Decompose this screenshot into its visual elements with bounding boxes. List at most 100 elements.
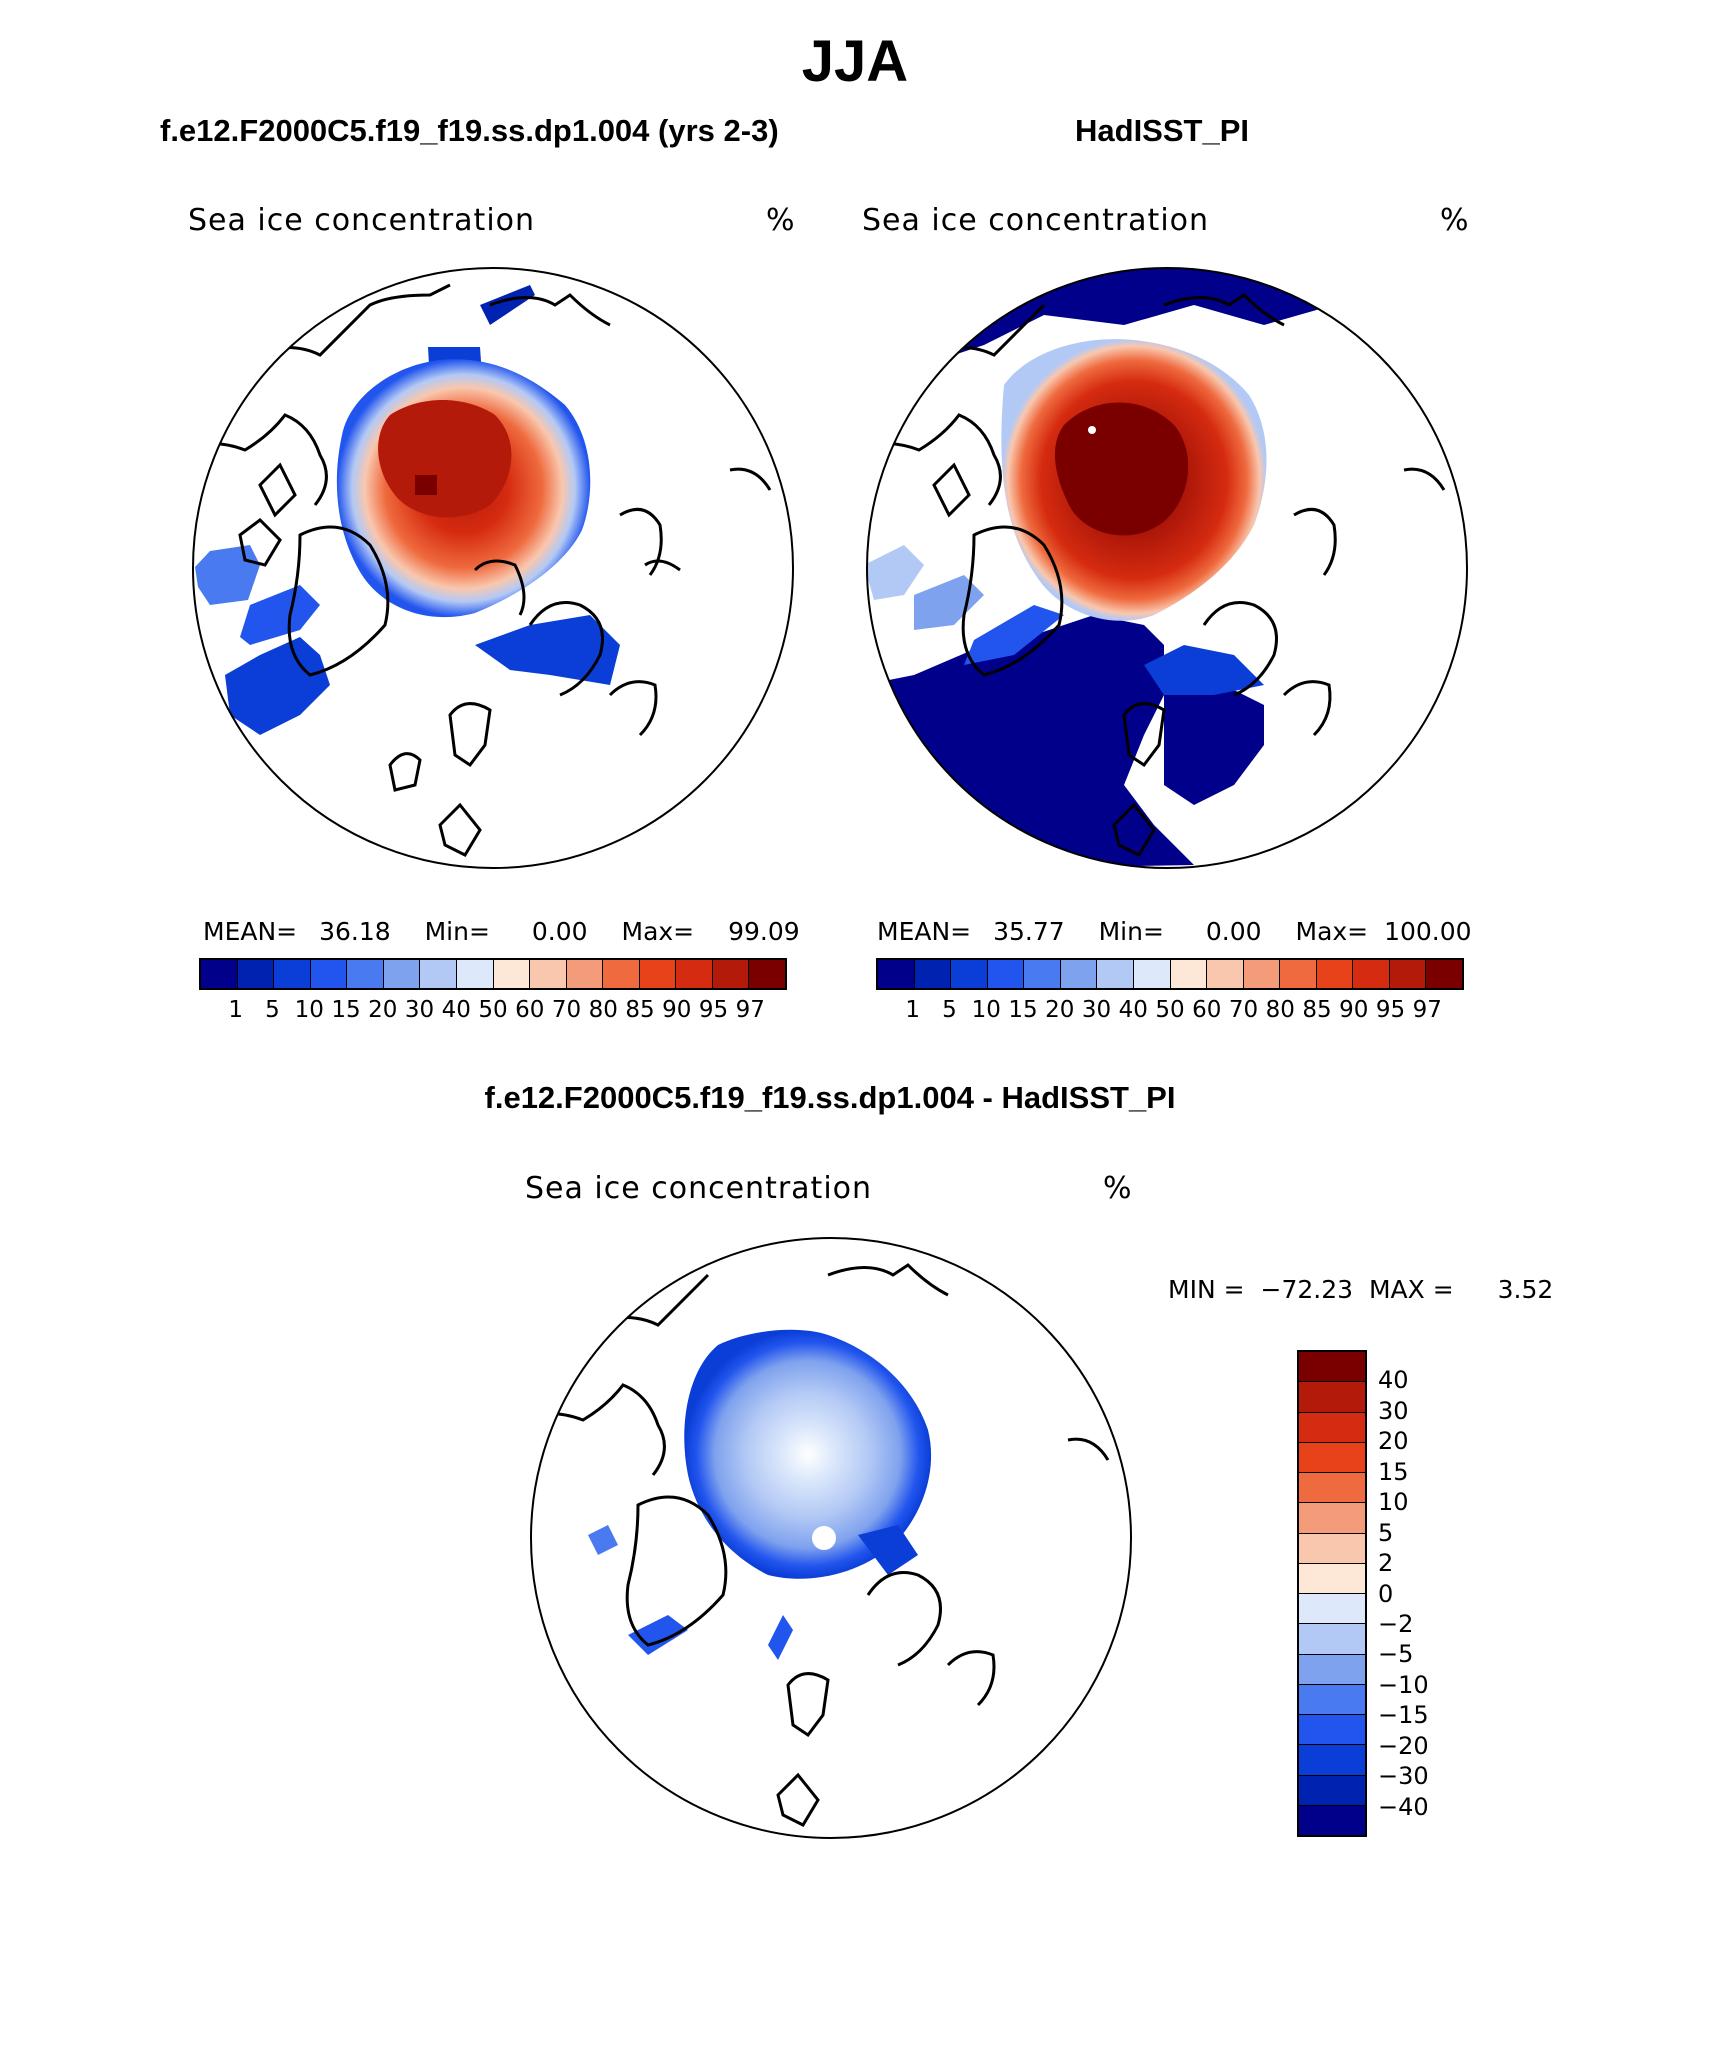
colorbar-tick-label: 80	[1265, 997, 1295, 1023]
colorbar-tick-label: −10	[1378, 1670, 1429, 1699]
panel-3-deficit-region	[684, 1329, 932, 1579]
colorbar-tick-label: 15	[331, 997, 361, 1023]
colorbar-tick-label: 80	[588, 997, 618, 1023]
colorbar-tick-label: 50	[1155, 997, 1185, 1023]
panel-2-colorbar-labels: 1 5 10 15 20 30 40 50 60 70 80 85 90 95 97	[876, 997, 1464, 1027]
colorbar-tick-label: 2	[1378, 1549, 1394, 1578]
colorbar-tick-label: 85	[625, 997, 655, 1023]
colorbar-tick-label: 20	[368, 997, 398, 1023]
panel-1-mean-value: 36.18	[319, 917, 391, 946]
panel-1-stats: MEAN= 36.18 Min= 0.00 Max= 99.09	[203, 917, 800, 946]
colorbar-swatch	[1170, 960, 1208, 988]
colorbar-swatch	[987, 960, 1025, 988]
colorbar-swatch	[914, 960, 952, 988]
colorbar-swatch	[1299, 1473, 1365, 1504]
panel-2-mean-label: MEAN=	[877, 917, 972, 946]
colorbar-tick-label: 60	[515, 997, 545, 1023]
colorbar-swatch	[566, 960, 604, 988]
panel-3-colorbar	[1297, 1350, 1367, 1837]
colorbar-tick-label: 95	[1375, 997, 1406, 1023]
colorbar-tick-label: 10	[294, 997, 324, 1023]
colorbar-swatch	[1299, 1654, 1365, 1685]
figure-title: JJA	[801, 29, 909, 94]
colorbar-swatch	[639, 960, 677, 988]
panel-1-title: f.e12.F2000C5.f19_f19.ss.dp1.004 (yrs 2-…	[160, 113, 779, 148]
colorbar-swatch	[1299, 1624, 1365, 1655]
panel-2-stats: MEAN= 35.77 Min= 0.00 Max= 100.00	[877, 917, 1472, 946]
colorbar-tick-label: 90	[1339, 997, 1369, 1023]
colorbar-tick-label: 60	[1192, 997, 1222, 1023]
colorbar-swatch	[603, 960, 640, 988]
colorbar-tick-label: 40	[441, 997, 471, 1023]
panel-3-title: f.e12.F2000C5.f19_f19.ss.dp1.004 - HadIS…	[484, 1080, 1176, 1115]
panel-3-max-value: 3.52	[1497, 1275, 1554, 1304]
colorbar-swatch	[951, 960, 988, 988]
colorbar-tick-label: −2	[1378, 1609, 1414, 1638]
colorbar-swatch	[1299, 1563, 1365, 1594]
colorbar-tick-label: 85	[1302, 997, 1332, 1023]
colorbar-tick-label: 30	[1081, 997, 1112, 1023]
colorbar-swatch	[1299, 1442, 1365, 1473]
colorbar-swatch	[1243, 960, 1281, 988]
panel-2-max-label: Max=	[1295, 917, 1369, 946]
colorbar-tick-label: 20	[1378, 1427, 1409, 1456]
panel-2-units: %	[1440, 203, 1470, 238]
panel-2-title: HadISST_PI	[1075, 113, 1249, 148]
colorbar-swatch	[1024, 960, 1061, 988]
colorbar-swatch	[1299, 1805, 1365, 1835]
panel-2-colorbar	[876, 958, 1464, 990]
panel-1-max-value: 99.09	[728, 917, 800, 946]
colorbar-swatch	[1353, 960, 1390, 988]
panel-1-mean-label: MEAN=	[203, 917, 298, 946]
panel-3-map	[530, 1237, 1132, 1839]
colorbar-tick-label: −15	[1378, 1701, 1429, 1730]
colorbar-tick-label: −20	[1378, 1731, 1429, 1760]
colorbar-tick-label: 30	[1378, 1396, 1409, 1425]
colorbar-swatch	[1133, 960, 1171, 988]
colorbar-swatch	[201, 960, 238, 988]
panel-3-min-label: MIN =	[1168, 1275, 1245, 1304]
colorbar-swatch	[1299, 1775, 1365, 1806]
panel-2-max-value: 100.00	[1384, 917, 1472, 946]
colorbar-swatch	[530, 960, 567, 988]
colorbar-swatch	[1299, 1715, 1365, 1746]
colorbar-tick-label: −40	[1378, 1792, 1429, 1821]
colorbar-tick-label: 40	[1378, 1366, 1409, 1395]
colorbar-swatch	[310, 960, 348, 988]
colorbar-tick-label: 1	[905, 997, 921, 1023]
panel-3-greenland-outline	[625, 1495, 728, 1647]
colorbar-tick-label: 10	[971, 997, 1001, 1023]
panel-1-max-label: Max=	[621, 917, 695, 946]
colorbar-swatch	[1299, 1533, 1365, 1564]
colorbar-swatch	[274, 960, 311, 988]
colorbar-swatch	[456, 960, 494, 988]
colorbar-tick-label: 1	[228, 997, 244, 1023]
colorbar-swatch	[1389, 960, 1427, 988]
panel-1-min-value: 0.00	[531, 917, 588, 946]
panel-3-units: %	[1103, 1171, 1133, 1206]
panel-1-colorbar-labels: 1 5 10 15 20 30 40 50 60 70 80 85 90 95 97	[199, 997, 787, 1027]
colorbar-swatch	[1060, 960, 1098, 988]
colorbar-swatch	[676, 960, 713, 988]
colorbar-swatch	[1316, 960, 1354, 988]
colorbar-tick-label: 70	[1228, 997, 1259, 1023]
colorbar-tick-label: 97	[1412, 997, 1442, 1023]
colorbar-tick-label: −5	[1378, 1640, 1414, 1669]
colorbar-swatch	[420, 960, 457, 988]
colorbar-swatch	[347, 960, 384, 988]
panel-2-min-value: 0.00	[1205, 917, 1262, 946]
colorbar-swatch	[1280, 960, 1317, 988]
colorbar-swatch	[383, 960, 421, 988]
panel-1-greenland-outline	[287, 525, 390, 677]
panel-1-map	[192, 267, 794, 869]
colorbar-tick-label: 30	[404, 997, 435, 1023]
colorbar-tick-label: 97	[735, 997, 765, 1023]
colorbar-tick-label: 40	[1118, 997, 1148, 1023]
colorbar-swatch	[1097, 960, 1134, 988]
colorbar-swatch	[1299, 1352, 1365, 1383]
colorbar-tick-label: 5	[942, 997, 957, 1023]
panel-2-mean-value: 35.77	[993, 917, 1065, 946]
panel-3-min-value: −72.23	[1260, 1275, 1354, 1304]
colorbar-tick-label: 90	[662, 997, 692, 1023]
colorbar-swatch	[1299, 1382, 1365, 1413]
